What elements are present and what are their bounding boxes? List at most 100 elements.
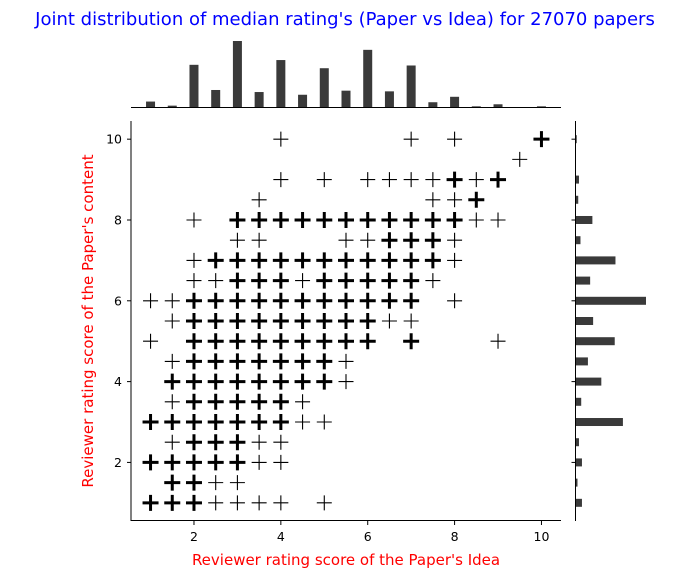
x-tick-label: 8 — [451, 529, 459, 544]
scatter-point — [446, 171, 463, 188]
scatter-point — [295, 394, 311, 410]
scatter-point — [229, 454, 246, 471]
scatter-point — [359, 292, 376, 309]
scatter-point — [490, 171, 507, 188]
scatter-point — [185, 333, 202, 350]
scatter-point — [208, 273, 224, 289]
scatter-point — [381, 211, 398, 228]
scatter-point — [272, 252, 289, 269]
right-hist-bar — [576, 357, 588, 366]
right-hist-ticks — [571, 138, 576, 463]
scatter-points — [142, 131, 550, 511]
scatter-point — [403, 252, 420, 269]
scatter-point — [229, 232, 245, 248]
scatter-point — [164, 414, 181, 431]
scatter-point — [316, 495, 332, 511]
scatter-point — [403, 313, 419, 329]
scatter-point — [207, 373, 224, 390]
scatter-point — [381, 272, 398, 289]
scatter-point — [229, 434, 246, 451]
scatter-point — [251, 333, 268, 350]
scatter-point — [251, 373, 268, 390]
scatter-point — [490, 212, 506, 228]
scatter-point — [185, 393, 202, 410]
scatter-point — [229, 393, 246, 410]
scatter-point — [185, 474, 202, 491]
scatter-point — [251, 313, 268, 329]
scatter-point — [533, 131, 550, 148]
scatter-point — [229, 373, 246, 390]
right-hist-bar — [576, 458, 582, 467]
y-axis-ticks: 2 4 6 8 10 — [106, 132, 131, 470]
y-tick-label: 8 — [114, 212, 122, 227]
right-hist-bar — [576, 377, 602, 386]
scatter-point — [403, 211, 420, 228]
scatter-point — [208, 495, 224, 511]
scatter-point — [360, 172, 376, 188]
scatter-point — [251, 272, 268, 289]
scatter-point — [403, 292, 420, 309]
scatter-point — [447, 252, 463, 268]
scatter-point — [273, 434, 289, 450]
top-hist-bar — [167, 105, 177, 107]
top-hist-bar — [536, 106, 546, 107]
scatter-point — [251, 353, 268, 370]
scatter-point — [251, 393, 268, 410]
scatter-point — [338, 252, 354, 269]
scatter-point — [294, 292, 311, 309]
top-hist-bar — [384, 91, 394, 107]
y-tick-label: 2 — [114, 455, 122, 470]
scatter-point — [229, 211, 246, 228]
scatter-point — [381, 232, 398, 249]
scatter-point — [294, 252, 311, 269]
scatter-point — [164, 494, 181, 511]
top-hist-bar — [450, 96, 460, 107]
right-hist-bar — [576, 215, 593, 224]
y-tick-label: 10 — [106, 132, 122, 147]
y-tick-label: 6 — [114, 293, 122, 308]
scatter-point — [447, 232, 463, 248]
y-tick-label: 4 — [114, 374, 122, 389]
scatter-point — [359, 313, 376, 329]
scatter-point — [185, 373, 202, 390]
scatter-point — [185, 292, 202, 309]
scatter-point — [316, 313, 333, 329]
scatter-point — [207, 252, 224, 269]
scatter-point — [403, 333, 420, 350]
x-tick-label: 10 — [534, 529, 550, 544]
scatter-point — [229, 272, 246, 289]
scatter-point — [229, 313, 246, 329]
scatter-point — [403, 172, 419, 188]
scatter-point — [360, 232, 376, 248]
scatter-point — [359, 252, 376, 269]
scatter-point — [229, 495, 245, 511]
scatter-point — [447, 293, 463, 309]
right-hist-bar — [576, 397, 582, 406]
scatter-point — [338, 272, 354, 289]
right-hist-bar — [576, 438, 579, 447]
scatter-point — [272, 211, 289, 228]
scatter-point — [403, 272, 420, 289]
scatter-point — [381, 313, 397, 329]
scatter-point — [185, 313, 202, 329]
scatter-point — [338, 374, 354, 390]
scatter-point — [447, 131, 463, 147]
scatter-point — [142, 414, 159, 431]
top-hist-bar — [189, 64, 199, 107]
scatter-point — [425, 273, 441, 289]
scatter-point — [251, 454, 267, 470]
scatter-point — [338, 292, 354, 309]
scatter-point — [338, 353, 354, 369]
scatter-point — [447, 192, 463, 208]
right-hist-bar — [576, 317, 594, 325]
right-hist-bar — [576, 175, 579, 184]
scatter-point — [207, 434, 224, 451]
scatter-point — [468, 212, 484, 228]
scatter-point — [294, 373, 311, 390]
scatter-point — [294, 313, 311, 329]
chart-title: Joint distribution of median rating's (P… — [34, 9, 655, 30]
scatter-point — [359, 211, 376, 228]
scatter-point — [164, 293, 180, 309]
scatter-point — [207, 333, 224, 350]
scatter-point — [272, 292, 289, 309]
